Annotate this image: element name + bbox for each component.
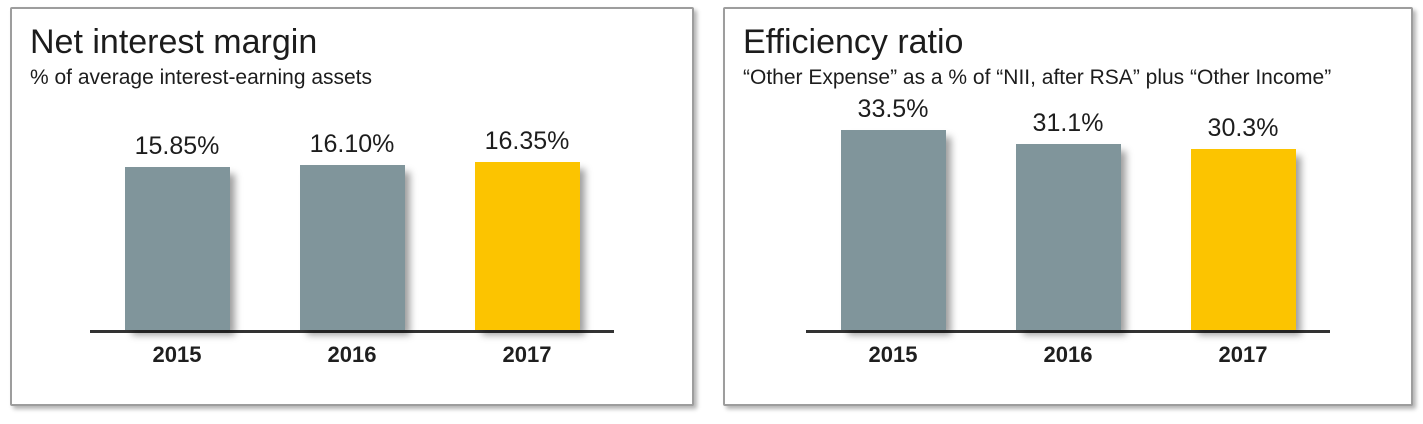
bar-column-2015: 15.85% (124, 90, 230, 331)
x-axis-line (90, 330, 614, 334)
bar-2016 (299, 165, 405, 331)
bar-column-2017: 16.35% (474, 90, 580, 331)
bar-column-2016: 16.10% (299, 90, 405, 331)
chart-title: Efficiency ratio (743, 23, 964, 61)
plot-area: 33.5% 31.1% 30.3% (743, 90, 1393, 331)
value-label: 16.10% (309, 130, 395, 159)
plot-area: 15.85% 16.10% 16.35% (30, 90, 674, 331)
chart-title: Net interest margin (30, 23, 318, 61)
chart-subtitle: “Other Expense” as a % of “NII, after RS… (743, 66, 1332, 90)
bar-column-2016: 31.1% (1015, 90, 1121, 331)
bar-2016 (1015, 144, 1121, 331)
value-label: 16.35% (484, 127, 570, 156)
bar-2017-highlight (1190, 149, 1296, 331)
chart-subtitle: % of average interest-earning assets (30, 66, 373, 90)
x-axis-line (806, 330, 1330, 334)
x-axis-labels: 2015 2016 2017 (743, 342, 1393, 368)
efficiency-ratio-panel: Efficiency ratio “Other Expense” as a % … (723, 7, 1413, 406)
year-label-2015: 2015 (868, 342, 918, 368)
x-axis-labels: 2015 2016 2017 (30, 342, 674, 368)
year-label-2015: 2015 (152, 342, 202, 368)
bar-column-2017: 30.3% (1190, 90, 1296, 331)
value-label: 30.3% (1207, 114, 1279, 143)
bar-2015 (124, 167, 230, 331)
year-label-2016: 2016 (1043, 342, 1093, 368)
bar-2015 (840, 130, 946, 331)
value-label: 33.5% (857, 95, 929, 124)
year-label-2017: 2017 (1218, 342, 1268, 368)
net-interest-margin-panel: Net interest margin % of average interes… (10, 7, 694, 406)
bar-2017-highlight (474, 162, 580, 331)
value-label: 31.1% (1032, 109, 1104, 138)
value-label: 15.85% (134, 132, 220, 161)
year-label-2017: 2017 (502, 342, 552, 368)
bar-column-2015: 33.5% (840, 90, 946, 331)
year-label-2016: 2016 (327, 342, 377, 368)
